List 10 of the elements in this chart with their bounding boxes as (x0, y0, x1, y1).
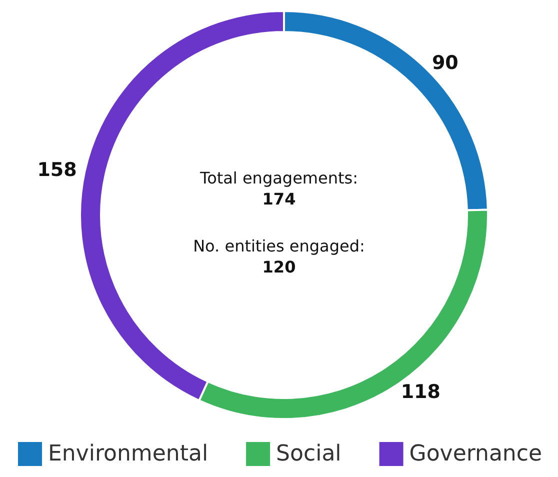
legend-label: Governance (409, 442, 542, 466)
data-label: 118 (400, 380, 441, 403)
text: Total engagements: (199, 168, 358, 188)
legend-label: Environmental (48, 442, 208, 466)
data-label: 158 (37, 158, 77, 181)
text: 174 (262, 190, 296, 208)
text: No. entities engaged: (193, 236, 365, 256)
legend-label: Social (276, 442, 342, 466)
text: 120 (262, 258, 296, 276)
data-label: 90 (432, 52, 458, 74)
